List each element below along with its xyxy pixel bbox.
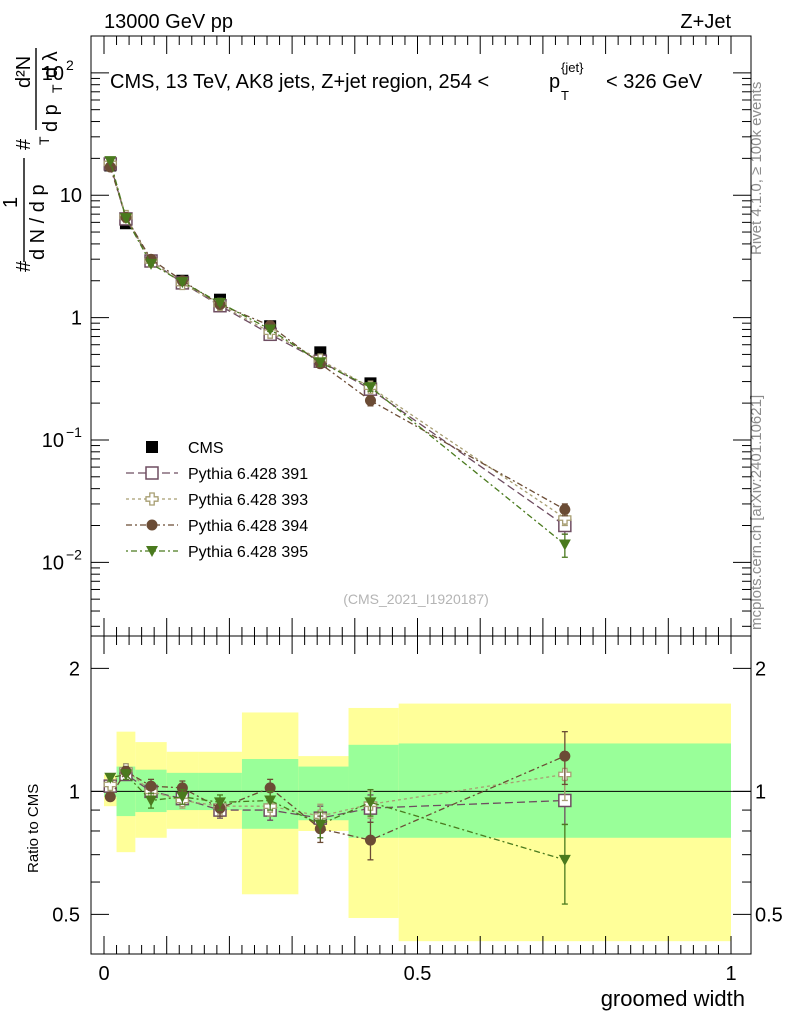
main-point-4-8 bbox=[558, 539, 571, 551]
ratio-ytick-label-right-1: 1 bbox=[755, 781, 766, 803]
main-ytick-label-1: 10 bbox=[60, 185, 82, 207]
ratio-ytick-label-right-0: 0.5 bbox=[755, 904, 783, 926]
main-ytick-exp-4: −2 bbox=[66, 546, 82, 562]
ylabel-hash: # bbox=[13, 260, 35, 272]
main-point-3-7 bbox=[364, 395, 376, 407]
ratio-ylabel: Ratio to CMS bbox=[25, 784, 42, 873]
main-title-text: CMS, 13 TeV, AK8 jets, Z+jet region, 254… bbox=[110, 71, 489, 93]
ratio-point-3-3 bbox=[176, 791, 189, 803]
legend-label-3: Pythia 6.428 394 bbox=[188, 518, 308, 535]
ratio-point-2-8 bbox=[559, 750, 571, 762]
ratio-series-3 bbox=[104, 769, 571, 905]
ratio-point-3-8 bbox=[558, 854, 571, 866]
main-ytick-label-0: 10 bbox=[42, 63, 64, 85]
xlabel: groomed width bbox=[601, 986, 745, 1011]
legend-marker-2 bbox=[145, 492, 159, 506]
ylabel-d2N: d²N bbox=[13, 56, 35, 88]
main-point-4-3 bbox=[176, 277, 189, 289]
main-ytick-label-3: 10 bbox=[42, 430, 64, 452]
main-series-1 bbox=[103, 157, 572, 535]
ratio-xtick-label-2: 1 bbox=[725, 963, 736, 985]
ratio-plot-frame bbox=[90, 635, 752, 955]
ylabel-dpT: d p bbox=[40, 104, 62, 132]
ratio-point-2-2 bbox=[145, 780, 157, 792]
ratio-point-3-4 bbox=[213, 797, 226, 809]
main-title: CMS, 13 TeV, AK8 jets, Z+jet region, 254… bbox=[110, 60, 703, 103]
main-title-suffix: < 326 GeV bbox=[606, 71, 703, 93]
main-point-4-2 bbox=[145, 258, 158, 270]
header-energy-label: 13000 GeV pp bbox=[104, 11, 233, 33]
main-series-line-3 bbox=[109, 166, 566, 511]
ratio-point-2-5 bbox=[264, 782, 276, 794]
ratio-xtick-label-0: 0 bbox=[98, 963, 109, 985]
main-point-4-5 bbox=[264, 324, 277, 336]
legend-label-4: Pythia 6.428 395 bbox=[188, 544, 308, 561]
ratio-series-group bbox=[103, 731, 572, 905]
main-title-pt: p bbox=[549, 71, 560, 93]
main-series-2 bbox=[103, 156, 572, 527]
main-point-4-6 bbox=[314, 357, 327, 369]
ratio-bands bbox=[91, 703, 751, 942]
main-series-group bbox=[103, 156, 572, 558]
header-process-label: Z+Jet bbox=[680, 11, 731, 33]
main-point-4-0 bbox=[104, 156, 117, 168]
main-ylabel: # 1 d N / d p T # d²N d p T d λ bbox=[0, 48, 65, 272]
legend-label-1: Pythia 6.428 391 bbox=[188, 466, 308, 483]
ratio-ytick-label-left-1: 1 bbox=[69, 781, 80, 803]
main-series-3 bbox=[104, 161, 571, 517]
main-point-4-7 bbox=[364, 382, 377, 394]
legend-marker-4 bbox=[146, 546, 158, 557]
ratio-xtick-label-1: 0.5 bbox=[404, 963, 432, 985]
ratio-point-3-6 bbox=[314, 819, 327, 831]
ratio-point-3-5 bbox=[264, 795, 277, 807]
analysis-watermark: (CMS_2021_I1920187) bbox=[343, 591, 489, 607]
ratio-point-3-1 bbox=[119, 769, 132, 781]
mcplots-label: mcplots.cern.ch [arXiv:2401.10621] bbox=[748, 395, 765, 630]
main-series-line-2 bbox=[109, 163, 566, 519]
main-point-4-4 bbox=[213, 297, 226, 309]
main-ytick-exp-3: −1 bbox=[66, 424, 82, 440]
main-title-pt-sub: T bbox=[561, 88, 569, 103]
ylabel-hash2: # bbox=[13, 138, 35, 150]
ratio-point-1-0 bbox=[103, 777, 117, 792]
main-point-3-8 bbox=[559, 504, 571, 516]
rivet-version-label: Rivet 4.1.0, ≥ 100k events bbox=[748, 82, 765, 255]
main-series-line-4 bbox=[109, 160, 566, 545]
main-series-4 bbox=[104, 156, 571, 558]
legend-label-0: CMS bbox=[188, 440, 224, 457]
ratio-point-3-0 bbox=[104, 772, 117, 784]
ylabel-one: 1 bbox=[0, 197, 22, 208]
ratio-ytick-label-left-0: 0.5 bbox=[52, 904, 80, 926]
legend-label-2: Pythia 6.428 393 bbox=[188, 492, 308, 509]
ratio-point-3-7 bbox=[364, 797, 377, 809]
ylabel-dpT-T: T bbox=[49, 84, 65, 93]
ratio-point-3-2 bbox=[145, 795, 158, 807]
main-point-4-1 bbox=[119, 213, 132, 225]
main-ytick-exp-0: 2 bbox=[66, 57, 74, 73]
main-ytick-label-2: 1 bbox=[71, 308, 82, 330]
ratio-ytick-label-right-2: 2 bbox=[755, 658, 766, 680]
legend-marker-1 bbox=[145, 466, 159, 480]
ylabel-dN: d N / d p bbox=[27, 184, 49, 260]
main-title-pt-sup: {jet} bbox=[561, 60, 584, 75]
ratio-series-line-1 bbox=[109, 768, 565, 817]
legend-marker-3 bbox=[146, 519, 158, 531]
ratio-point-2-3 bbox=[176, 782, 188, 794]
ratio-axis-ticks: 0.5 0.5 1 1 2 2 0 0.5 1 bbox=[52, 636, 783, 985]
legend-marker-0 bbox=[146, 441, 158, 453]
ratio-ytick-label-left-2: 2 bbox=[69, 658, 80, 680]
ylabel-dN-T: T bbox=[36, 136, 52, 145]
legend: CMS Pythia 6.428 391 Pythia 6.428 393 Pythi… bbox=[126, 440, 308, 561]
ratio-point-2-0 bbox=[104, 791, 116, 803]
main-ytick-label-4: 10 bbox=[42, 552, 64, 574]
ratio-point-2-7 bbox=[364, 834, 376, 846]
ylabel-dlambda: d λ bbox=[40, 51, 62, 78]
